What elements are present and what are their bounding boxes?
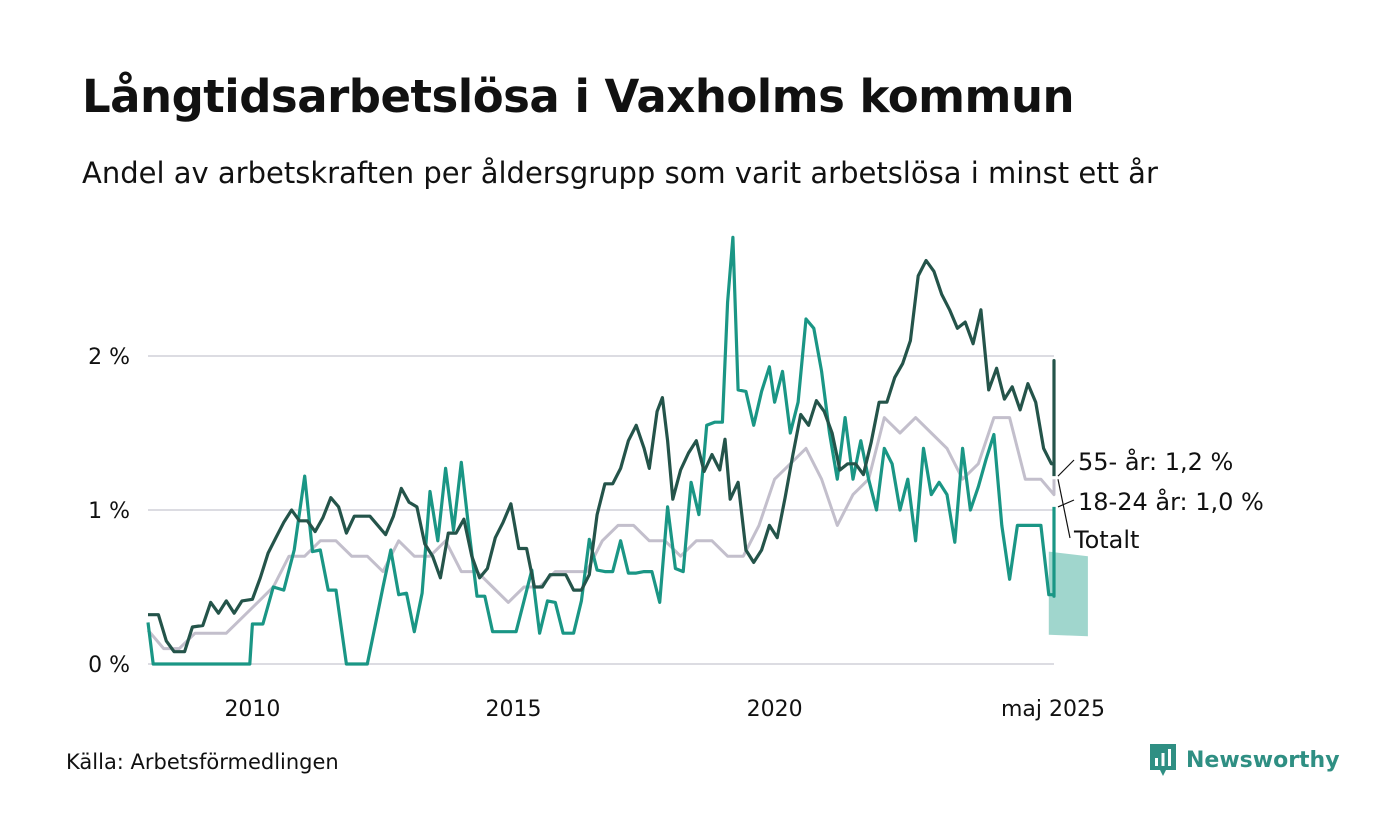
x-tick-label: 2020 (747, 697, 803, 722)
brand-name: Newsworthy (1186, 747, 1340, 773)
leader-line (1057, 499, 1075, 508)
brand-logo: Newsworthy (1148, 742, 1340, 778)
y-axis-ticks: 0 % 1 % 2 % (88, 345, 130, 678)
end-labels: 55- år: 1,2 % 18-24 år: 1,0 % Totalt (1057, 447, 1264, 554)
x-tick-label: 2010 (224, 697, 280, 722)
band-area (1048, 551, 1088, 637)
series-line-total (146, 416, 1056, 651)
y-tick-label: 2 % (88, 345, 130, 370)
x-axis-ticks: 2010 2015 2020 maj 2025 (224, 697, 1105, 722)
x-tick-label: 2015 (486, 697, 542, 722)
leader-line (1057, 479, 1071, 539)
x-tick-label: maj 2025 (1001, 697, 1105, 722)
end-label-age_55: 55- år: 1,2 % (1078, 447, 1233, 476)
chart-title: Långtidsarbetslösa i Vaxholms kommun (82, 70, 1075, 123)
end-label-total: Totalt (1073, 526, 1139, 554)
series-line-age_55 (148, 258, 1056, 654)
uncertainty-band (1048, 551, 1088, 637)
newsworthy-icon (1150, 744, 1176, 776)
y-tick-label: 1 % (88, 499, 130, 524)
series-line-age_18_24 (146, 235, 1056, 666)
y-tick-label: 0 % (88, 653, 130, 678)
series-lines (146, 235, 1056, 666)
chart-subtitle: Andel av arbetskraften per åldersgrupp s… (82, 156, 1158, 190)
leader-line (1057, 459, 1075, 477)
source-note: Källa: Arbetsförmedlingen (66, 750, 339, 774)
end-label-age_18_24: 18-24 år: 1,0 % (1078, 487, 1264, 516)
